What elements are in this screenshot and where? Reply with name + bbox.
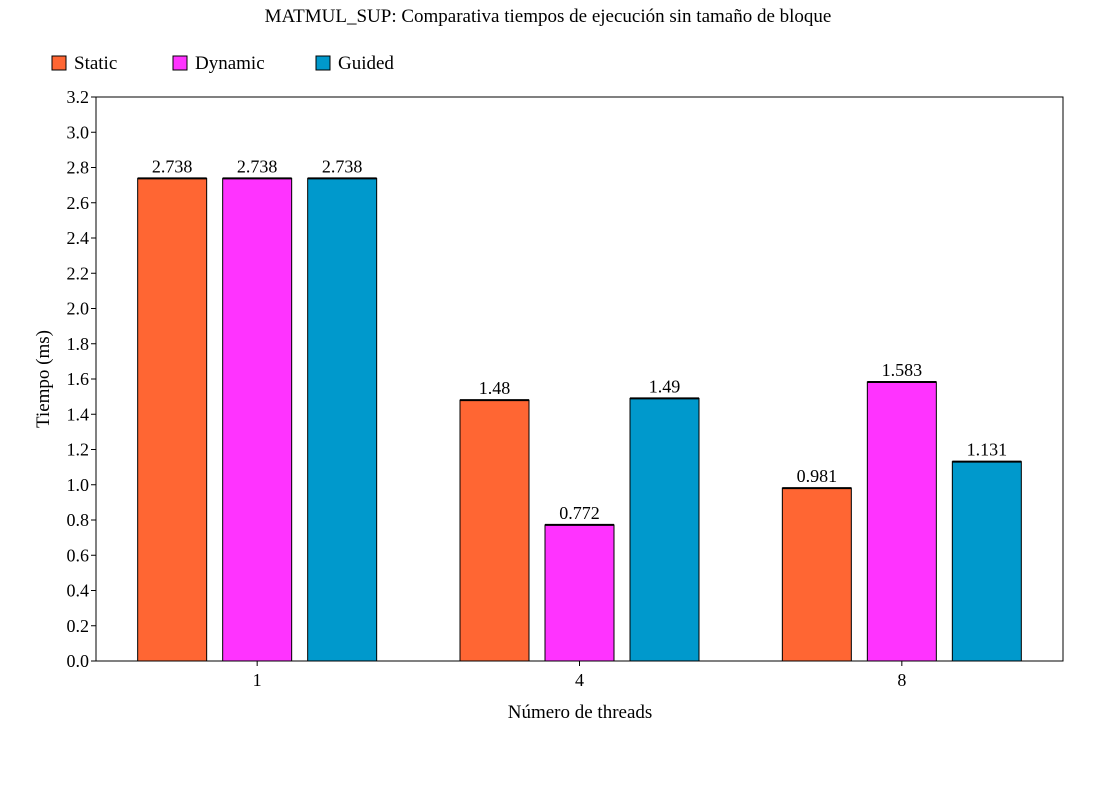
data-label-dynamic-4: 0.772 [559,503,600,523]
x-axis: 1 4 8 [253,661,906,690]
data-label-guided-4: 1.49 [649,376,681,396]
data-label-dynamic-1: 2.738 [237,156,278,176]
y-axis: 0.0 0.2 0.4 0.6 0.8 1.0 1.2 1.4 1.6 1.8 2.0 2.2 2.4 2… [67,87,96,671]
bar-dynamic-8 [866,381,937,662]
data-label-static-8: 0.981 [797,466,838,486]
y-tick-label: 0.0 [67,651,90,671]
y-tick-label: 2.0 [67,299,90,319]
legend: Static Dynamic Guided [51,53,394,74]
data-label-guided-8: 1.131 [967,440,1008,460]
bar-static-4 [459,399,530,662]
y-tick-label: 1.0 [67,475,90,495]
legend-label-dynamic: Dynamic [195,53,265,74]
x-tick-label: 1 [253,670,262,690]
bar-guided-1 [307,177,378,662]
legend-label-guided: Guided [338,53,394,74]
data-label-static-1: 2.738 [152,156,193,176]
legend-label-static: Static [74,53,117,74]
y-tick-label: 1.2 [67,440,90,460]
y-tick-label: 2.8 [67,158,90,178]
data-label-dynamic-8: 1.583 [882,360,923,380]
legend-swatch-guided [315,55,331,71]
data-labels: 2.738 2.738 2.738 1.48 0.772 1.49 0.981 1.583 1.… [152,156,1007,523]
y-tick-label: 3.2 [67,87,90,107]
y-tick-label: 2.4 [67,228,90,248]
data-label-static-4: 1.48 [479,378,511,398]
y-tick-label: 0.4 [67,581,90,601]
y-tick-label: 2.6 [67,193,90,213]
legend-swatch-dynamic [172,55,188,71]
bar-static-1 [137,177,208,662]
y-tick-label: 1.8 [67,334,90,354]
x-tick-label: 4 [575,670,584,690]
y-tick-label: 1.6 [67,369,90,389]
x-tick-label: 8 [897,670,906,690]
bar-guided-8 [951,461,1022,662]
y-tick-label: 0.8 [67,510,90,530]
y-tick-label: 0.2 [67,616,90,636]
y-tick-label: 1.4 [67,404,90,424]
bar-static-8 [781,487,852,662]
y-axis-label: Tiempo (ms) [33,330,54,428]
x-axis-label: Número de threads [508,702,653,723]
chart-title: MATMUL_SUP: Comparativa tiempos de ejecu… [265,6,832,27]
bars [137,177,1022,662]
bar-dynamic-4 [544,524,615,662]
bar-dynamic-1 [222,177,293,662]
legend-swatch-static [51,55,67,71]
y-tick-label: 2.2 [67,263,90,283]
data-label-guided-1: 2.738 [322,156,363,176]
y-tick-label: 0.6 [67,545,90,565]
bar-guided-4 [629,397,700,662]
y-tick-label: 3.0 [67,122,90,142]
